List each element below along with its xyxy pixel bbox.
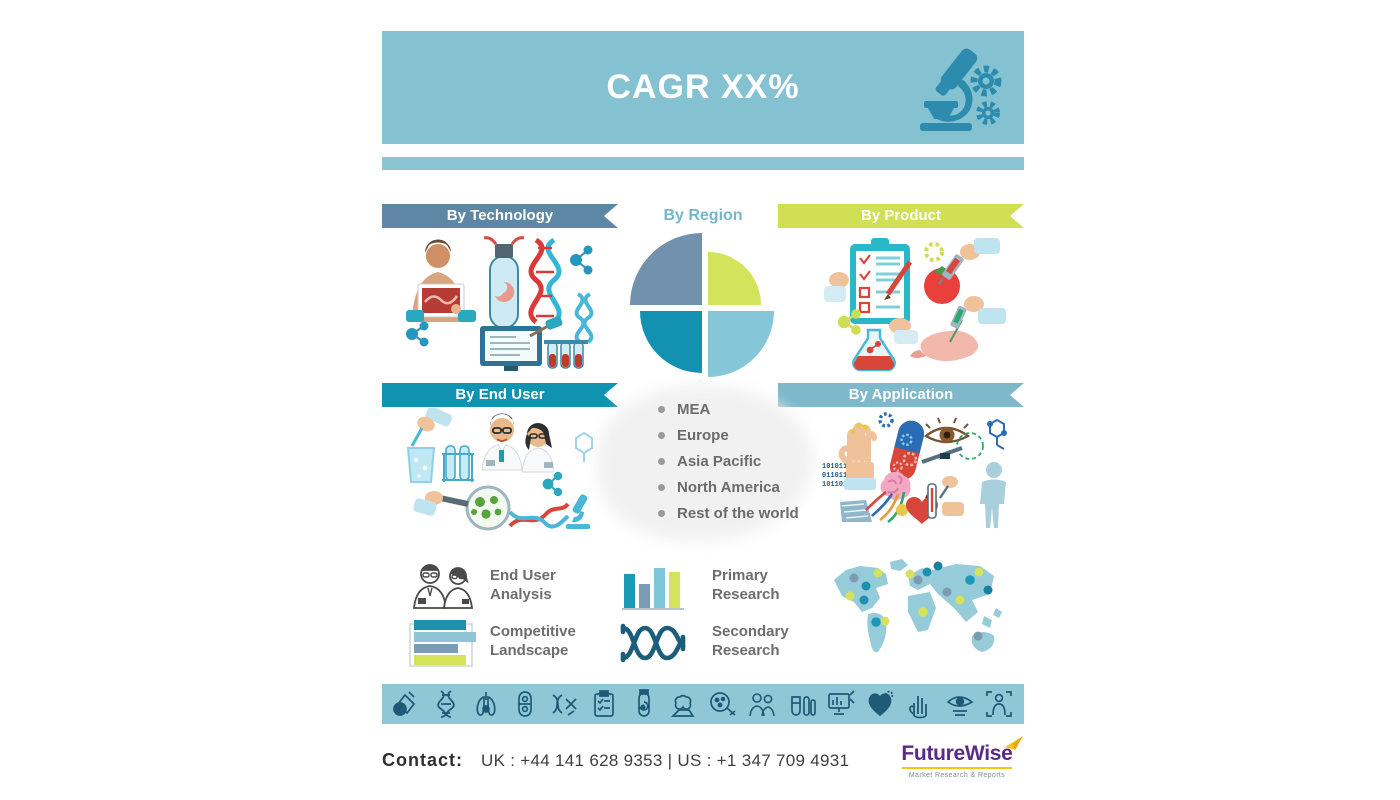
contact-label: Contact: xyxy=(382,750,463,770)
world-map xyxy=(834,559,1002,653)
contact-line: Contact: UK : +44 141 628 9353 | US : +1… xyxy=(382,750,849,771)
logo-plane-icon xyxy=(1004,736,1023,750)
logo-rule xyxy=(902,767,1012,769)
horizontal-bars-icon xyxy=(409,620,476,667)
heart-gear-icon xyxy=(866,689,896,719)
gear-small-icon xyxy=(976,101,1000,125)
legend-secondary-research: Secondary Research xyxy=(712,623,789,659)
legend-competitive-landscape: Competitive Landscape xyxy=(490,623,576,659)
contact-phone-numbers: UK : +44 141 628 9353 | US : +1 347 709 … xyxy=(481,751,850,770)
bar-chart-icon xyxy=(622,568,684,610)
ribbon-by-application-label: By Application xyxy=(848,386,954,403)
svg-text:101101: 101101 xyxy=(822,481,847,489)
gear-large-icon xyxy=(970,65,1002,97)
ribbon-by-end-user: By End User xyxy=(382,383,618,407)
region-pie-chart xyxy=(630,233,774,377)
region-list-background xyxy=(598,386,813,541)
capsule-organisms-icon xyxy=(510,689,540,719)
header-banner: CAGR XX% xyxy=(382,31,1024,144)
bullet-icon xyxy=(658,483,665,491)
logo-tagline: Market Research & Reports xyxy=(908,772,1006,779)
ribbon-by-application: By Application xyxy=(778,383,1024,407)
cagr-title: CAGR XX% xyxy=(606,68,800,106)
clipboard-check-icon xyxy=(589,689,619,719)
end-user-illustration xyxy=(406,408,593,531)
ribbon-by-product: By Product xyxy=(778,204,1024,228)
dna-helix-icon xyxy=(620,623,686,663)
monitor-analysis-icon xyxy=(826,689,856,719)
body-scan-icon xyxy=(984,689,1014,719)
bullet-icon xyxy=(658,509,665,517)
region-list-item: Europe xyxy=(658,422,828,448)
dna-strand-icon xyxy=(431,689,461,719)
flask-hand-icon xyxy=(392,689,422,719)
bullet-icon xyxy=(658,457,665,465)
bottom-icon-strip xyxy=(382,684,1024,724)
test-tubes-icon xyxy=(787,689,817,719)
brain-laptop-icon xyxy=(668,689,698,719)
bullet-icon xyxy=(658,405,665,413)
region-list-item: North America xyxy=(658,474,828,500)
svg-text:101011: 101011 xyxy=(822,463,847,471)
ribbon-by-technology: By Technology xyxy=(382,204,618,228)
microscope-gears-icon xyxy=(920,48,1002,131)
region-list-item: MEA xyxy=(658,396,828,422)
embryo-tube-icon xyxy=(629,689,659,719)
header-substrip xyxy=(382,157,1024,170)
region-list: MEA Europe Asia Pacific North America Re… xyxy=(658,396,828,526)
region-list-item: Asia Pacific xyxy=(658,448,828,474)
ribbon-by-end-user-label: By End User xyxy=(455,386,545,403)
product-illustration xyxy=(824,238,1006,372)
technology-illustration xyxy=(406,236,594,371)
svg-text:011011: 011011 xyxy=(822,472,847,480)
doctors-icon xyxy=(413,564,474,609)
region-list-item: Rest of the world xyxy=(658,500,828,526)
ribbon-by-technology-label: By Technology xyxy=(446,207,554,224)
legend-primary-research: Primary Research xyxy=(712,567,780,603)
doctors-pair-icon xyxy=(747,689,777,719)
dna-cross-icon xyxy=(550,689,580,719)
petri-dish-icon xyxy=(708,689,738,719)
eye-scan-icon xyxy=(945,689,975,719)
futurewise-logo: FutureWise Market Research & Reports xyxy=(898,736,1023,779)
legend-end-user-analysis: End User Analysis xyxy=(490,567,556,603)
ribbon-by-product-label: By Product xyxy=(860,207,941,224)
by-region-title: By Region xyxy=(663,207,743,224)
application-illustration: 101011 011011 101101 xyxy=(822,412,1007,528)
hand-icon xyxy=(905,689,935,719)
lungs-icon xyxy=(471,689,501,719)
logo-wordmark: FutureWise xyxy=(901,736,1023,766)
bullet-icon xyxy=(658,431,665,439)
